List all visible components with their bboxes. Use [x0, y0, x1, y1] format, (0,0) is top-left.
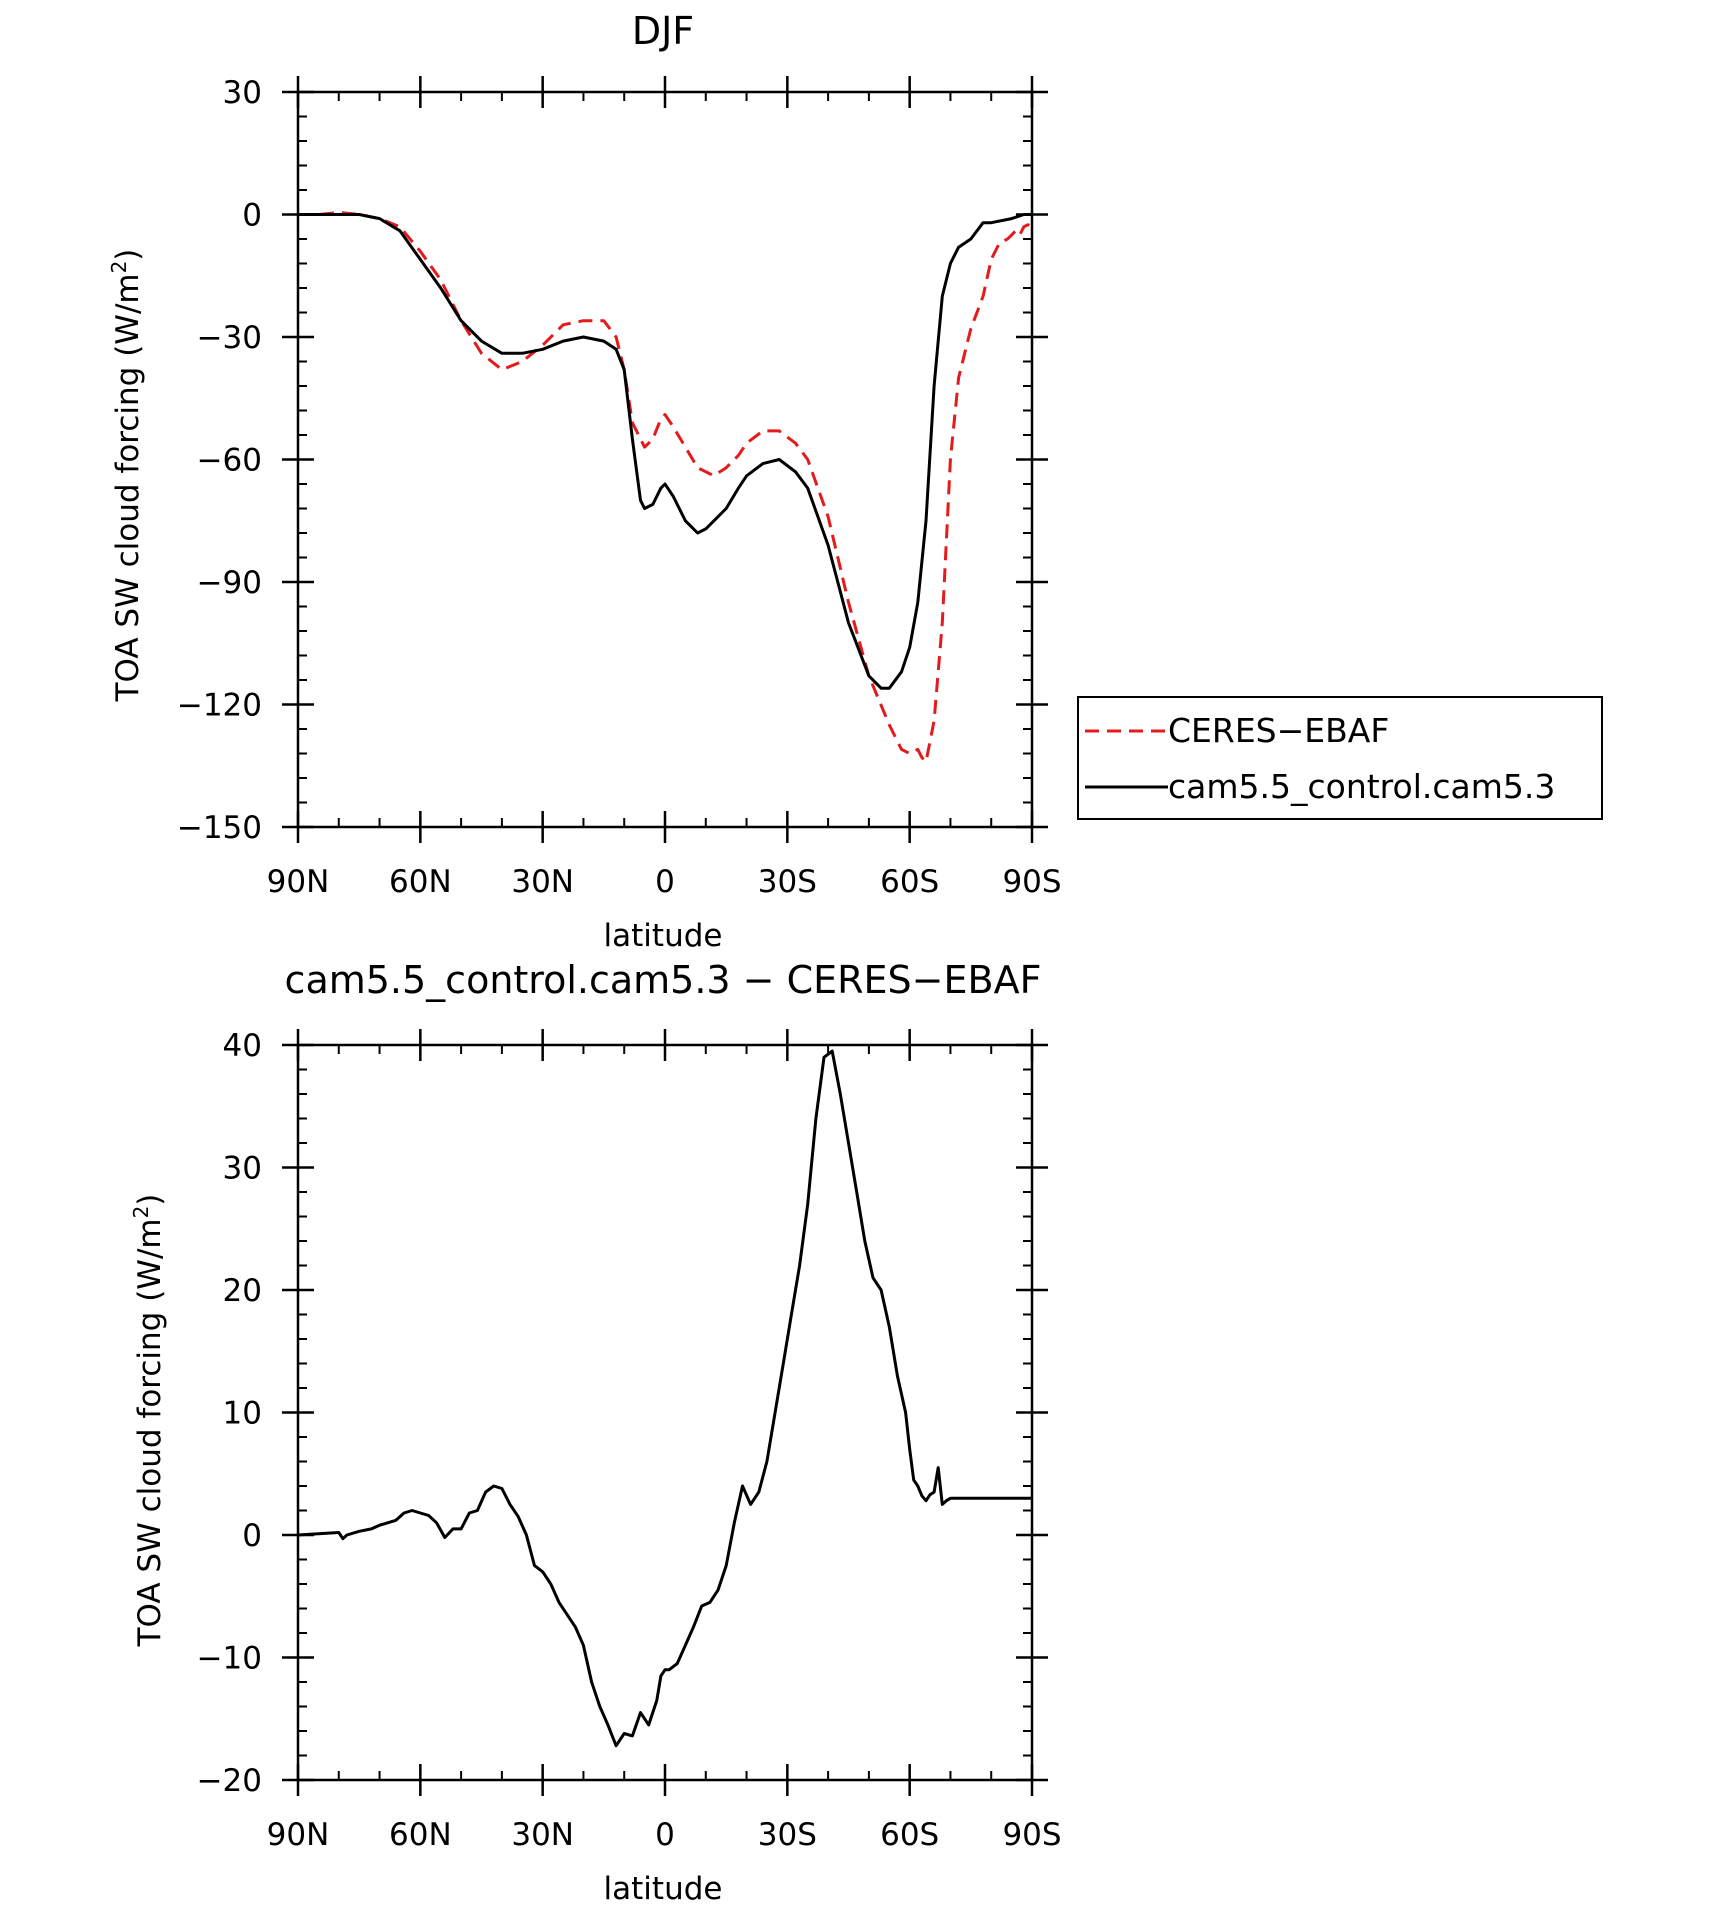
top-ytick-label: −90	[197, 565, 262, 601]
top-series-line-1	[298, 213, 1032, 690]
top-y-axis-label: TOA SW cloud forcing (W/m2)	[107, 249, 146, 703]
top-x-tick-labels: 90N 60N 30N 0 30S 60S 90S	[267, 864, 1062, 900]
bottom-x-axis-label: latitude	[604, 1871, 723, 1905]
bottom-x-tick-labels: 90N 60N 30N 0 30S 60S 90S	[267, 1817, 1062, 1853]
top-ytick-label: −150	[177, 810, 262, 846]
bottom-y-axis-label-main: TOA SW cloud forcing (W/m	[132, 1218, 168, 1647]
bottom-ticks	[282, 1029, 1048, 1796]
bottom-xtick-label: 60S	[880, 1817, 939, 1853]
top-xtick-label: 90S	[1002, 864, 1061, 900]
legend-item-cam5: cam5.5_control.cam5.3	[1085, 767, 1555, 806]
bottom-xtick-label: 60N	[389, 1817, 452, 1853]
top-ytick-label: −30	[197, 320, 262, 356]
top-y-tick-labels: 30 0 −30 −60 −90 −120 −150	[177, 75, 262, 846]
legend-label-ceres: CERES−EBAF	[1168, 711, 1389, 750]
top-xtick-label: 60N	[389, 864, 452, 900]
bottom-y-axis-label: TOA SW cloud forcing (W/m2)	[129, 1194, 168, 1648]
bottom-xtick-label: 30N	[511, 1817, 574, 1853]
top-plot-frame	[296, 90, 1034, 829]
top-ytick-label: 0	[242, 198, 262, 234]
top-y-axis-label-superscript: 2	[107, 261, 131, 274]
top-xtick-label: 30S	[758, 864, 817, 900]
bottom-y-axis-label-close: )	[132, 1194, 168, 1206]
top-series-line-0	[298, 211, 1033, 764]
bottom-y-axis-label-superscript: 2	[129, 1206, 153, 1219]
bottom-ytick-label: 0	[242, 1518, 262, 1554]
bottom-y-tick-labels: 40 30 20 10 0 −10 −20	[197, 1028, 262, 1799]
bottom-ytick-label: 20	[223, 1273, 262, 1309]
bottom-ytick-label: 30	[223, 1151, 262, 1187]
top-xtick-label: 90N	[267, 864, 330, 900]
bottom-series	[297, 1049, 1032, 1748]
legend-item-ceres: CERES−EBAF	[1085, 711, 1389, 750]
top-ytick-label: 30	[223, 75, 262, 111]
legend-label-cam5: cam5.5_control.cam5.3	[1168, 767, 1555, 806]
top-series	[298, 211, 1033, 764]
bottom-ytick-label: 10	[223, 1396, 262, 1432]
bottom-xtick-label: 30S	[758, 1817, 817, 1853]
top-xtick-label: 30N	[511, 864, 574, 900]
bottom-xtick-label: 0	[655, 1817, 675, 1853]
top-xtick-label: 60S	[880, 864, 939, 900]
top-legend-box	[1077, 696, 1603, 820]
top-chart-title: DJF	[632, 9, 694, 53]
top-xtick-label: 0	[655, 864, 675, 900]
top-ytick-label: −120	[177, 688, 262, 724]
bottom-ytick-label: −20	[197, 1763, 262, 1799]
bottom-chart-title: cam5.5_control.cam5.3 − CERES−EBAF	[285, 958, 1042, 1002]
top-legend: CERES−EBAF cam5.5_control.cam5.3	[1077, 696, 1603, 820]
top-y-axis-label-main: TOA SW cloud forcing (W/m	[110, 273, 146, 702]
bottom-ytick-label: 40	[223, 1028, 262, 1064]
top-x-axis-label: latitude	[604, 918, 723, 954]
bottom-xtick-label: 90N	[267, 1817, 330, 1853]
top-ytick-label: −60	[197, 443, 262, 479]
top-y-axis-label-close: )	[110, 249, 146, 261]
top-panel: DJF TOA SW cloud forcing (W/m2) latitude…	[107, 9, 1603, 954]
svg-text:TOA SW cloud forcing (W/m2): TOA SW cloud forcing (W/m2)	[107, 249, 146, 703]
svg-text:TOA SW cloud forcing (W/m2): TOA SW cloud forcing (W/m2)	[129, 1194, 168, 1648]
bottom-ytick-label: −10	[197, 1641, 262, 1677]
bottom-series-line-0	[297, 1049, 1032, 1748]
bottom-panel: cam5.5_control.cam5.3 − CERES−EBAF TOA S…	[129, 958, 1062, 1905]
bottom-xtick-label: 90S	[1002, 1817, 1061, 1853]
bottom-plot-frame	[296, 1043, 1034, 1782]
